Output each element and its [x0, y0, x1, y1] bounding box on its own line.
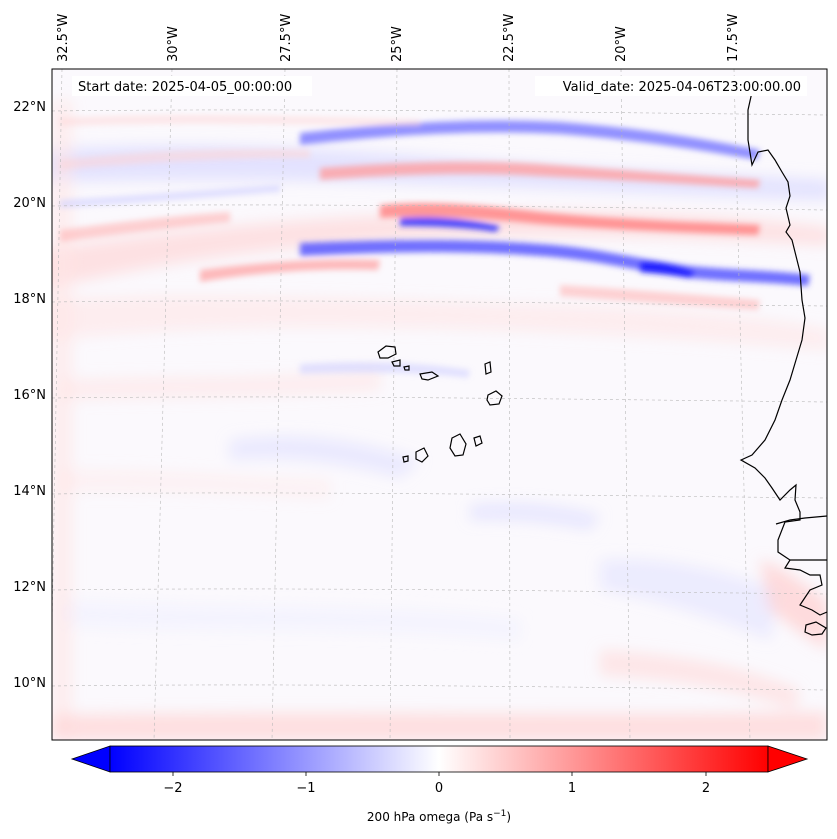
colorbar-tick-1: 1: [568, 781, 576, 796]
start-date-box: [72, 76, 312, 96]
lat-label-18n: 18°N: [13, 292, 46, 307]
lon-label-32-5w: 32.5°W: [56, 14, 71, 62]
colorbar-tick-neg2: −2: [163, 781, 182, 796]
island-boa-vista: [486, 390, 503, 406]
omega-broad-field: [52, 100, 827, 740]
valid-date-box: [535, 76, 807, 96]
lon-label-20w: 20°W: [614, 26, 629, 62]
gambia-border: [775, 515, 827, 525]
graticule: [52, 69, 827, 740]
lon-label-22-5w: 22.5°W: [502, 14, 517, 62]
colorbar-max-extend: [767, 745, 809, 773]
colorbar-tick-0: 0: [435, 781, 443, 796]
colorbar-label-exponent: −1: [493, 809, 506, 819]
omega-jet-bands: [60, 114, 810, 378]
lat-label-20n: 20°N: [13, 196, 46, 211]
colorbar-label: 200 hPa omega (Pa s−1): [367, 809, 511, 824]
start-date-label: Start date: 2025-04-05_00:00:00: [78, 80, 292, 95]
colorbar-tick-2: 2: [702, 781, 710, 796]
island-fogo: [415, 447, 429, 463]
colorbar-label-main: 200 hPa omega (Pa s: [367, 810, 493, 824]
island-sao-vicente: [391, 359, 401, 367]
africa-coastline: [739, 91, 827, 616]
colorbar: −2 −1 0 1 2 200 hPa omega (Pa s−1): [70, 745, 809, 824]
colorbar-tick-marks: [172, 772, 707, 776]
lat-label-10n: 10°N: [13, 676, 46, 691]
latitude-labels: 22°N 20°N 18°N 16°N 14°N 12°N 10°N: [13, 100, 46, 691]
island-sal: [484, 361, 492, 375]
longitude-labels: 32.5°W 30°W 27.5°W 25°W 22.5°W 20°W 17.5…: [56, 14, 741, 62]
lon-label-17-5w: 17.5°W: [726, 14, 741, 62]
lat-label-22n: 22°N: [13, 100, 46, 115]
lon-label-27-5w: 27.5°W: [279, 14, 294, 62]
island-sao-nicolau: [419, 371, 440, 381]
colorbar-min-extend: [70, 745, 111, 773]
lon-label-25w: 25°W: [390, 26, 405, 62]
island-brava: [402, 455, 409, 463]
colorbar-gradient: [109, 745, 769, 773]
lat-label-12n: 12°N: [13, 580, 46, 595]
cape-verde-islands: [377, 345, 503, 463]
lat-label-16n: 16°N: [13, 388, 46, 403]
island-maio: [473, 435, 483, 447]
island-santiago: [449, 433, 467, 457]
valid-date-label: Valid_date: 2025-04-06T23:00:00.00: [563, 80, 801, 95]
lon-label-30w: 30°W: [166, 26, 181, 62]
colorbar-tick-neg1: −1: [296, 781, 315, 796]
map-plot-area: Start date: 2025-04-05_00:00:00 Valid_da…: [52, 69, 827, 740]
island-santa-luzia: [403, 365, 410, 371]
island-santo-antao: [377, 345, 397, 359]
map-frame: [51, 68, 828, 741]
colorbar-label-close: ): [506, 810, 511, 824]
bijagos-islands: [804, 621, 827, 636]
lat-label-14n: 14°N: [13, 484, 46, 499]
